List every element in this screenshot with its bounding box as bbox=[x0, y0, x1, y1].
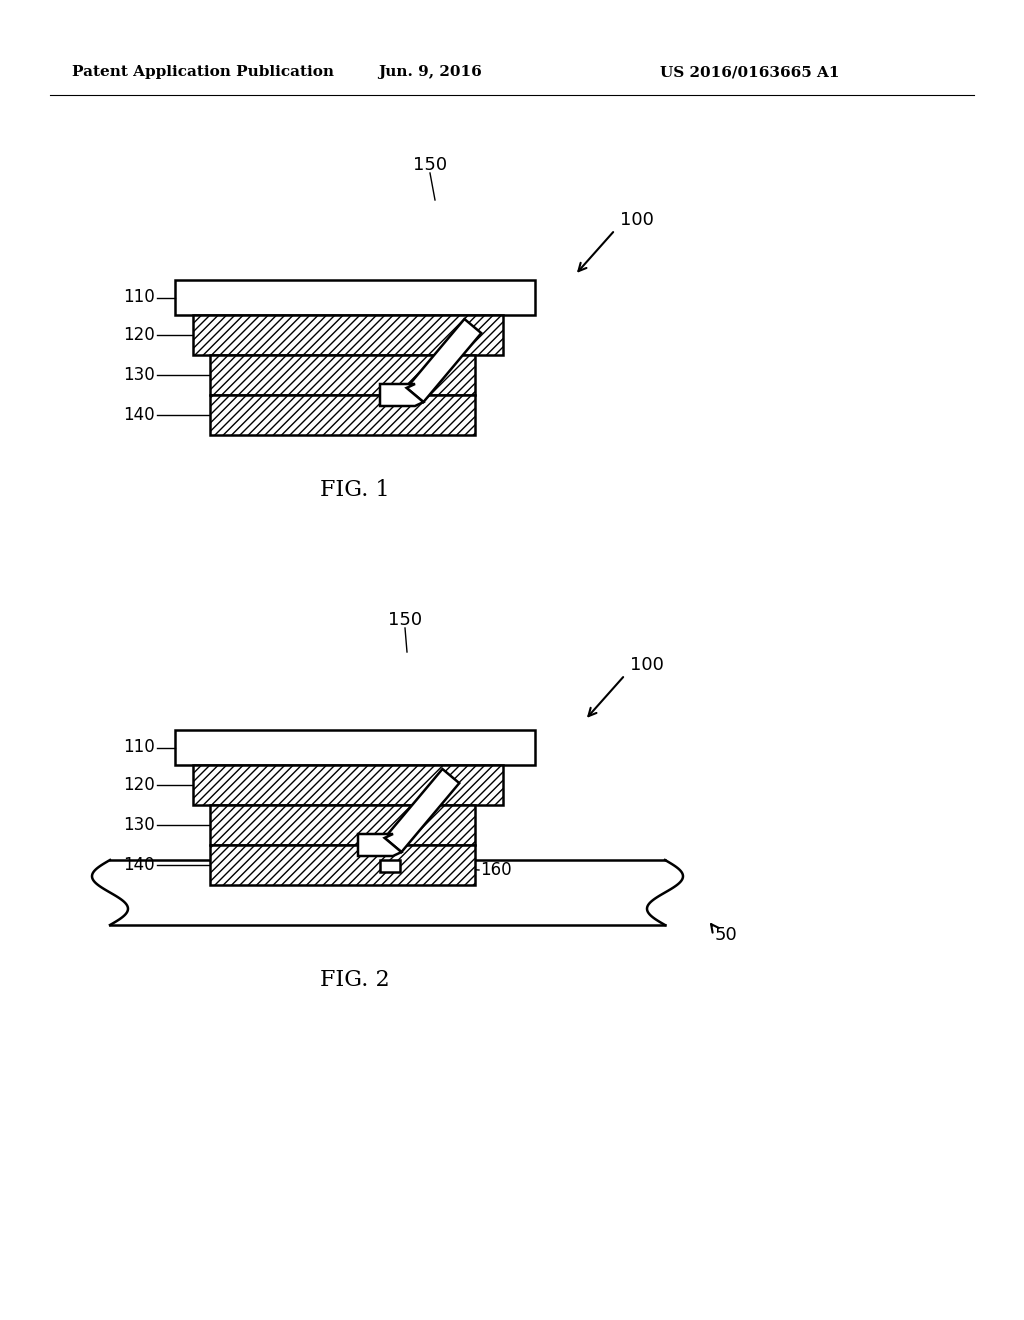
Text: US 2016/0163665 A1: US 2016/0163665 A1 bbox=[660, 65, 840, 79]
Text: 100: 100 bbox=[620, 211, 654, 228]
Bar bbox=[210, 805, 475, 845]
Polygon shape bbox=[380, 384, 424, 407]
Text: 120: 120 bbox=[123, 326, 155, 345]
Text: 150: 150 bbox=[413, 156, 447, 174]
Bar bbox=[193, 315, 503, 355]
Text: FIG. 2: FIG. 2 bbox=[321, 969, 390, 991]
Text: FIG. 1: FIG. 1 bbox=[321, 479, 390, 502]
Polygon shape bbox=[407, 319, 481, 403]
Bar bbox=[210, 395, 475, 436]
Text: 130: 130 bbox=[123, 816, 155, 834]
Text: 140: 140 bbox=[123, 407, 155, 424]
Bar bbox=[210, 845, 475, 884]
Polygon shape bbox=[385, 770, 460, 853]
Bar bbox=[193, 766, 503, 805]
Text: 100: 100 bbox=[630, 656, 664, 675]
Polygon shape bbox=[358, 834, 401, 855]
Text: 140: 140 bbox=[123, 855, 155, 874]
Text: 110: 110 bbox=[123, 738, 155, 756]
Bar bbox=[175, 280, 535, 315]
Text: Patent Application Publication: Patent Application Publication bbox=[72, 65, 334, 79]
Text: 160: 160 bbox=[480, 861, 512, 879]
Bar bbox=[210, 355, 475, 395]
Text: 130: 130 bbox=[123, 366, 155, 384]
Text: Jun. 9, 2016: Jun. 9, 2016 bbox=[378, 65, 482, 79]
Text: 110: 110 bbox=[123, 289, 155, 306]
Text: 150: 150 bbox=[388, 611, 422, 630]
Bar bbox=[175, 730, 535, 766]
Text: 120: 120 bbox=[123, 776, 155, 795]
Bar bbox=[380, 861, 400, 873]
Text: 50: 50 bbox=[715, 927, 737, 944]
